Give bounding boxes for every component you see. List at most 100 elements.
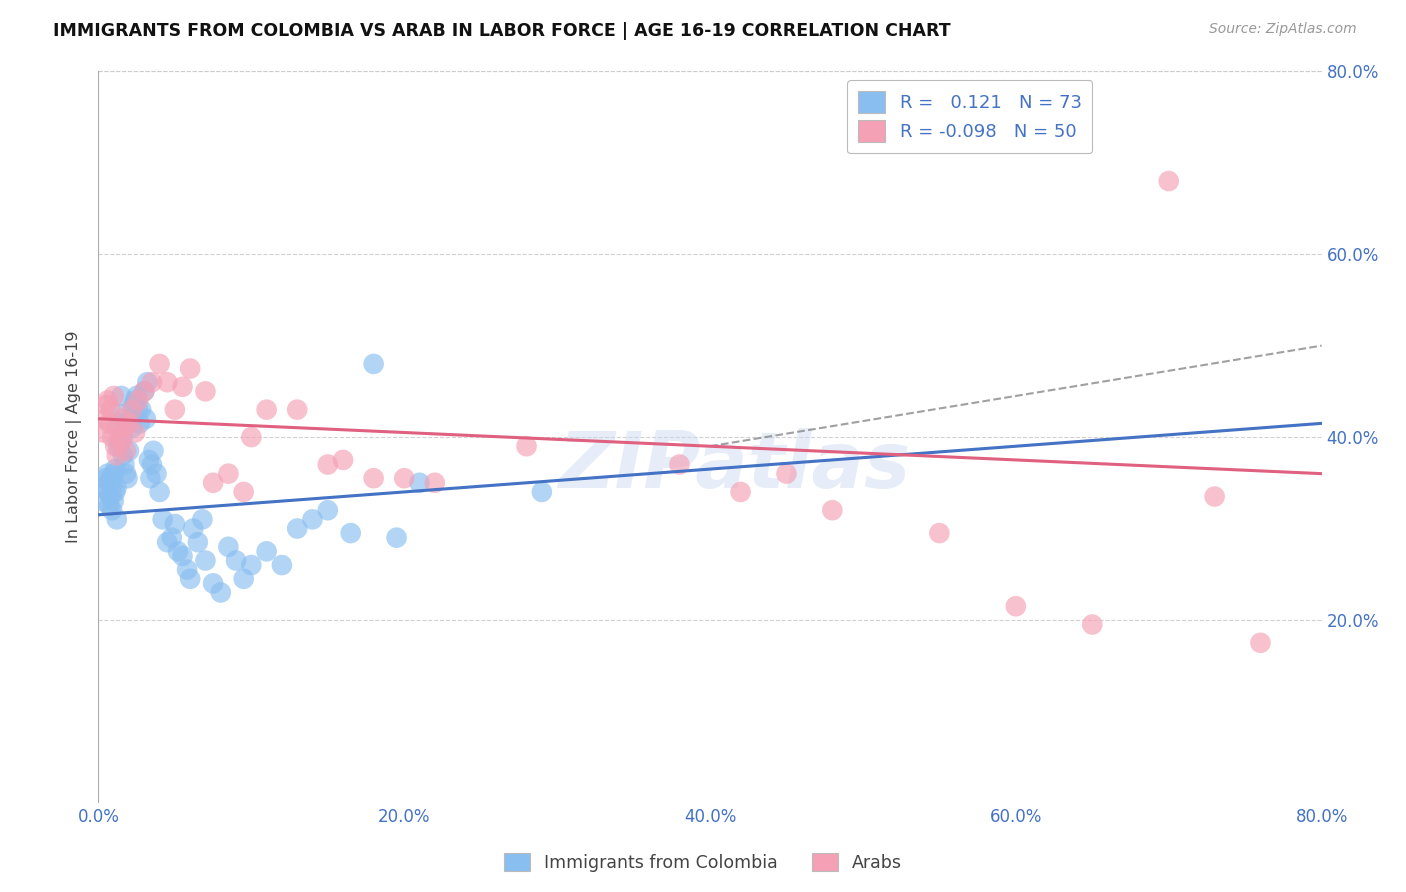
- Point: [94, 398, 117, 412]
- Point: [149, 357, 172, 371]
- Point: [111, 412, 134, 426]
- Point: [98, 499, 121, 513]
- Point: [730, 485, 752, 500]
- Point: [194, 553, 217, 567]
- Point: [181, 521, 204, 535]
- Point: [134, 384, 156, 399]
- Point: [1004, 599, 1026, 614]
- Point: [285, 521, 308, 535]
- Point: [129, 402, 152, 417]
- Point: [112, 458, 135, 472]
- Point: [332, 453, 354, 467]
- Point: [232, 485, 254, 500]
- Point: [108, 434, 131, 449]
- Point: [821, 503, 844, 517]
- Point: [202, 475, 225, 490]
- Point: [316, 503, 339, 517]
- Point: [270, 558, 292, 573]
- Point: [122, 398, 145, 412]
- Point: [103, 494, 125, 508]
- Point: [100, 471, 122, 485]
- Point: [91, 494, 114, 508]
- Point: [125, 389, 148, 403]
- Point: [110, 407, 132, 421]
- Point: [94, 471, 117, 485]
- Point: [408, 475, 430, 490]
- Point: [217, 467, 239, 481]
- Point: [134, 384, 156, 399]
- Point: [217, 540, 239, 554]
- Point: [128, 417, 150, 431]
- Point: [105, 480, 128, 494]
- Point: [138, 453, 160, 467]
- Point: [256, 544, 278, 558]
- Point: [775, 467, 797, 481]
- Point: [107, 439, 129, 453]
- Point: [316, 458, 339, 472]
- Point: [339, 526, 361, 541]
- Point: [103, 467, 125, 481]
- Point: [97, 467, 120, 481]
- Point: [202, 576, 225, 591]
- Point: [115, 443, 138, 458]
- Legend: Immigrants from Colombia, Arabs: Immigrants from Colombia, Arabs: [496, 847, 910, 879]
- Text: Source: ZipAtlas.com: Source: ZipAtlas.com: [1209, 22, 1357, 37]
- Point: [112, 421, 135, 435]
- Point: [1204, 490, 1226, 504]
- Point: [117, 471, 139, 485]
- Point: [127, 402, 149, 417]
- Point: [121, 421, 143, 435]
- Point: [240, 558, 263, 573]
- Point: [167, 544, 190, 558]
- Point: [928, 526, 950, 541]
- Point: [392, 471, 416, 485]
- Point: [104, 462, 127, 476]
- Point: [105, 512, 128, 526]
- Text: ZIPatlas: ZIPatlas: [558, 428, 911, 504]
- Point: [179, 361, 201, 376]
- Point: [191, 512, 214, 526]
- Point: [101, 430, 124, 444]
- Point: [160, 531, 183, 545]
- Point: [100, 402, 122, 417]
- Point: [118, 417, 141, 431]
- Point: [172, 380, 194, 394]
- Point: [101, 503, 124, 517]
- Point: [98, 417, 121, 431]
- Point: [93, 412, 115, 426]
- Point: [107, 417, 129, 431]
- Point: [111, 430, 134, 444]
- Point: [1249, 636, 1271, 650]
- Point: [104, 485, 127, 500]
- Point: [136, 375, 159, 389]
- Point: [103, 389, 125, 403]
- Point: [156, 535, 179, 549]
- Point: [163, 402, 186, 417]
- Point: [139, 471, 162, 485]
- Point: [91, 425, 114, 440]
- Point: [156, 375, 179, 389]
- Point: [176, 563, 198, 577]
- Point: [115, 467, 138, 481]
- Point: [93, 480, 115, 494]
- Point: [111, 448, 134, 462]
- Point: [110, 389, 132, 403]
- Point: [301, 512, 323, 526]
- Point: [179, 572, 201, 586]
- Point: [1157, 174, 1180, 188]
- Point: [121, 402, 143, 417]
- Point: [363, 357, 385, 371]
- Point: [172, 549, 194, 563]
- Point: [530, 485, 553, 500]
- Point: [135, 412, 157, 426]
- Point: [104, 439, 127, 453]
- Point: [668, 458, 690, 472]
- Point: [100, 490, 122, 504]
- Point: [118, 443, 141, 458]
- Point: [141, 375, 163, 389]
- Legend: R =   0.121   N = 73, R = -0.098   N = 50: R = 0.121 N = 73, R = -0.098 N = 50: [848, 80, 1092, 153]
- Point: [98, 475, 121, 490]
- Point: [516, 439, 538, 453]
- Point: [209, 585, 232, 599]
- Point: [97, 393, 120, 408]
